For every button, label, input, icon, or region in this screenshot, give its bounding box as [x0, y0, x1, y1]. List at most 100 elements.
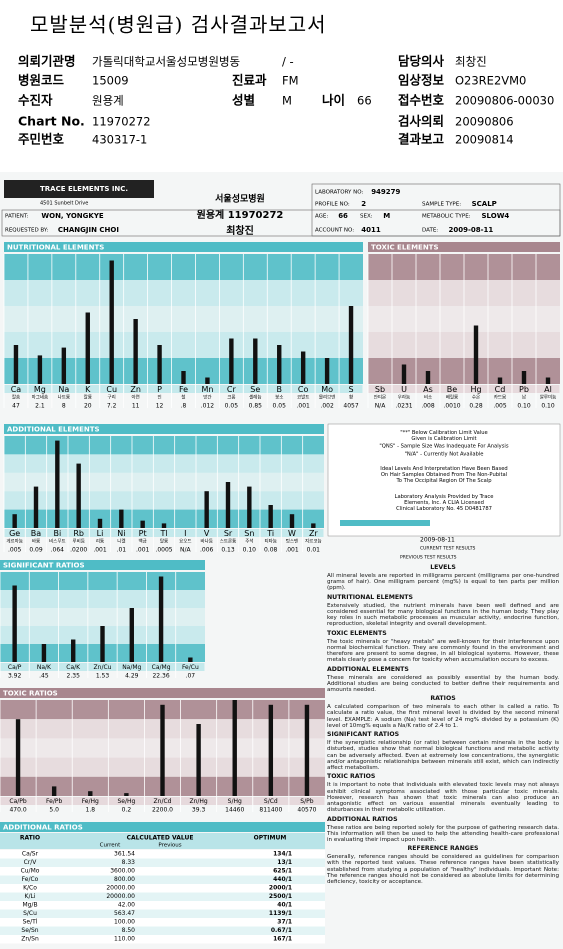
ratio-current: 361.54 [114, 851, 135, 858]
element-value: .064 [51, 547, 65, 554]
field-label: 임상정보 [398, 73, 445, 88]
field-label: 결과보고 [398, 132, 445, 147]
element-korean: 크롬 [227, 395, 235, 401]
label-cell [153, 529, 175, 537]
bar [497, 377, 503, 384]
element-value: 0.10 [243, 547, 257, 554]
label-cell [219, 385, 243, 393]
element-label: Ca/P [8, 664, 22, 671]
element-value: .005 [493, 403, 507, 410]
element-value: 47 [12, 403, 20, 410]
element-label: Cr [227, 385, 237, 394]
stamp-text: 최창진 [226, 224, 254, 237]
bar [13, 345, 19, 384]
legend-line: To The Occipital Region Of The Scalp [396, 478, 493, 484]
label-cell [148, 385, 172, 393]
element-label: Al [544, 385, 552, 394]
field-label: 성별 [232, 93, 255, 108]
ratio-current: 563.47 [114, 910, 135, 917]
explanations: LEVELS All mineral levels are reported in… [327, 562, 559, 946]
subcolumn-header: Previous [158, 843, 181, 849]
range-band [4, 254, 363, 280]
element-value: .01 [117, 547, 127, 554]
range-band [0, 608, 205, 626]
legend-note: Laboratory Analysis Provided by Trace Ele… [395, 494, 494, 512]
element-value: 8 [62, 403, 66, 410]
ratio-name: Zn/Sn [21, 936, 39, 943]
table-row [0, 909, 325, 918]
element-korean: 수은 [472, 395, 480, 401]
title: 모발분석(병원급) 검사결과보고서 [30, 13, 327, 37]
stamp-text: 서울성모병원 [215, 193, 265, 205]
address: 4501 Sunbelt Drive [40, 201, 88, 207]
label-cell [416, 385, 440, 393]
table-row [0, 926, 325, 935]
field-label: 의뢰기관명 [18, 54, 76, 69]
lab-label: METABOLIC TYPE: [422, 214, 471, 220]
ratio-current: 20000.00 [106, 893, 135, 900]
range-band [4, 436, 324, 455]
element-label: Mg [34, 385, 46, 394]
label-cell [303, 529, 324, 537]
label-cell [464, 385, 488, 393]
section-heading: ADDITIONAL ELEMENTS [327, 665, 409, 673]
ratio-optimum: 0.67/1 [271, 927, 292, 934]
label-cell [289, 797, 325, 805]
label-cell [89, 529, 111, 537]
lab-value: CHANGJIN CHOI [58, 226, 119, 234]
element-value: 40570 [297, 807, 316, 814]
legend-line: Given is Calibration Limit [411, 436, 476, 442]
element-label: Hg [470, 385, 481, 394]
element-label: U [401, 385, 407, 394]
label-cell [72, 797, 108, 805]
range-band [4, 332, 363, 358]
lab-value: M [383, 212, 390, 220]
element-korean: 지르코늄 [305, 538, 322, 545]
bar [160, 704, 165, 796]
lab-label: REQUESTED BY: [5, 228, 49, 234]
ratio-optimum: 40/1 [277, 902, 292, 909]
ratio-name: K/Li [25, 893, 36, 900]
table-header [0, 833, 325, 849]
element-value: .07 [186, 673, 196, 680]
bar [140, 520, 145, 528]
element-label: Ca [11, 385, 22, 394]
bar [97, 518, 103, 528]
panel-title-bar [0, 560, 205, 570]
element-korean: 니켈 [117, 538, 125, 545]
ratio-current: 8.33 [122, 859, 136, 866]
element-value: 2.35 [67, 673, 81, 680]
element-label: Mo [321, 385, 333, 394]
label-cell [536, 385, 560, 393]
bar [88, 791, 93, 796]
element-value: 0.13 [221, 547, 235, 554]
ratio-optimum: 2000/1 [269, 885, 292, 892]
legend-previous: PREVIOUS TEST RESULTS [400, 555, 457, 561]
bar [55, 440, 60, 528]
element-value: 0.09 [29, 547, 43, 554]
element-value: 0.2 [122, 807, 132, 814]
field-label: 주민번호 [18, 132, 65, 147]
element-label: Fe/Pb [46, 798, 62, 805]
field-value: FM [282, 74, 299, 88]
label-cell [291, 385, 315, 393]
element-korean: 안티몬 [374, 394, 386, 401]
element-korean: 아연 [131, 394, 139, 401]
label-cell [217, 529, 239, 537]
element-label: K [85, 385, 91, 394]
panel-title: NUTRITIONAL ELEMENTS [7, 244, 104, 252]
ratio-current: 20000.00 [106, 885, 135, 892]
bar [268, 704, 274, 796]
element-korean: 몰리브덴 [319, 394, 336, 401]
element-korean: 게르마늄 [6, 538, 23, 545]
element-value: 12 [156, 403, 164, 410]
legend-line: Laboratory Analysis Provided by Trace [395, 494, 494, 500]
section-text: Generally, reference ranges should be co… [327, 854, 559, 886]
field-value: 66 [357, 94, 372, 108]
element-label: Fe/Hg [82, 798, 99, 805]
element-korean: 루비듐 [72, 538, 84, 545]
element-label: Mn [201, 385, 213, 394]
label-cell [108, 797, 144, 805]
element-value: 0.08 [264, 547, 278, 554]
element-korean: 우라늄 [398, 394, 410, 401]
